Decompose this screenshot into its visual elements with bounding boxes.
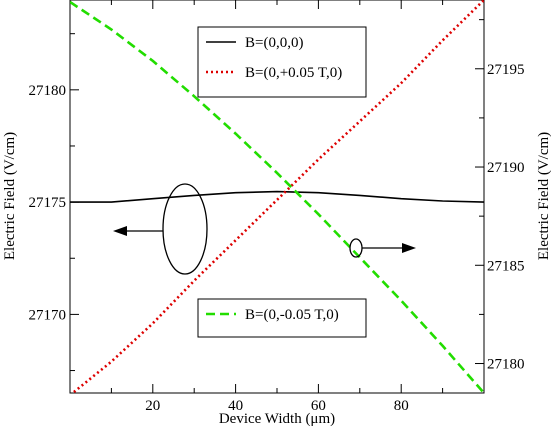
series-line-b-0-0-0 bbox=[70, 190, 484, 203]
legend-top-box bbox=[197, 26, 367, 98]
x-tick-label: 40 bbox=[228, 398, 243, 414]
left-y-tick-label: 27170 bbox=[29, 307, 67, 323]
x-tick-label: 20 bbox=[145, 398, 160, 414]
left-y-tick-label: 27180 bbox=[29, 83, 67, 99]
left-annotation-arrowhead bbox=[113, 226, 127, 236]
right-y-tick-label: 27185 bbox=[487, 258, 525, 274]
legend-top-label: B=(0,+0.05 T,0) bbox=[245, 65, 342, 81]
ticks: 20 40 60 80 27170 27175 27180 27180 27185 27190 27… bbox=[29, 0, 525, 414]
legend-bottom-box bbox=[197, 298, 367, 338]
x-tick-label: 60 bbox=[311, 398, 326, 414]
series-layer bbox=[70, 0, 484, 393]
left-y-tick-label: 27175 bbox=[29, 195, 67, 211]
left-annotation-ellipse bbox=[162, 183, 208, 275]
annotations bbox=[113, 183, 416, 275]
right-y-tick-label: 27190 bbox=[487, 160, 525, 176]
right-y-axis-title: Electric Field (V/cm) bbox=[536, 132, 551, 260]
legend-top-label: B=(0,0,0) bbox=[245, 35, 303, 51]
right-y-tick-label: 27180 bbox=[487, 357, 525, 373]
legend-bottom: B=(0,-0.05 T,0) bbox=[197, 298, 367, 338]
series-line-b-0-0-05-t-0 bbox=[70, 0, 484, 393]
legend-bottom-label: B=(0,-0.05 T,0) bbox=[245, 307, 339, 323]
legend-top: B=(0,0,0) B=(0,+0.05 T,0) bbox=[197, 26, 367, 98]
x-tick-label: 80 bbox=[394, 398, 409, 414]
right-y-tick-label: 27195 bbox=[487, 62, 525, 78]
left-y-axis-title: Electric Field (V/cm) bbox=[2, 132, 18, 260]
series-line-b-0-0-05-t-0 bbox=[70, 0, 484, 393]
x-axis-title: Device Width (μm) bbox=[219, 411, 335, 427]
right-annotation-arrowhead bbox=[402, 243, 416, 253]
